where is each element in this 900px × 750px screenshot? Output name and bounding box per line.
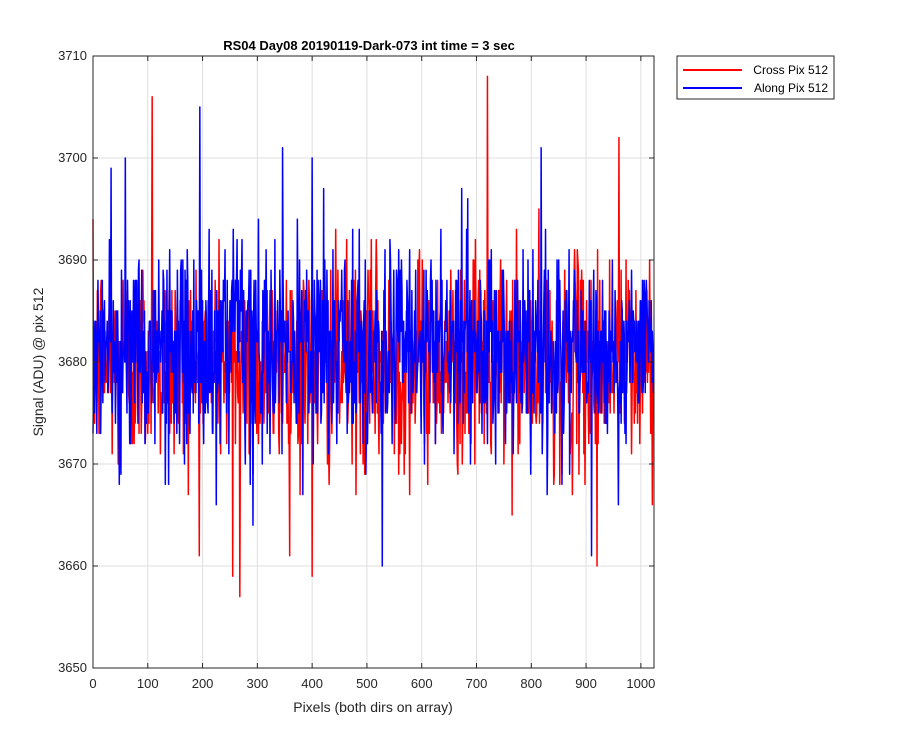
y-tick-label: 3680 [58,354,87,369]
x-tick-label: 500 [356,676,378,691]
x-tick-label: 300 [247,676,269,691]
y-tick-label: 3700 [58,150,87,165]
y-axis-label: Signal (ADU) @ pix 512 [30,287,46,436]
series-layer [92,75,655,598]
y-tick-label: 3710 [58,48,87,63]
y-tick-label: 3650 [58,660,87,675]
y-tick-label: 3690 [58,252,87,267]
legend-label-along: Along Pix 512 [754,81,828,95]
legend-box [676,55,835,100]
x-tick-label: 900 [575,676,597,691]
x-tick-label: 100 [137,676,159,691]
x-tick-label: 200 [192,676,214,691]
x-tick-label: 800 [520,676,542,691]
y-tick-label: 3670 [58,456,87,471]
x-tick-label: 0 [89,676,96,691]
series-line-1 [92,106,655,567]
y-tick-label: 3660 [58,558,87,573]
x-axis-label: Pixels (both dirs on array) [293,699,453,715]
x-tick-label: 700 [466,676,488,691]
legend-label-cross: Cross Pix 512 [753,63,828,77]
x-tick-label: 1000 [626,676,655,691]
legend: Cross Pix 512 Along Pix 512 [676,55,835,100]
x-tick-label: 400 [301,676,323,691]
x-tick-label: 600 [411,676,433,691]
chart-title: RS04 Day08 20190119-Dark-073 int time = … [223,38,515,53]
ticks: 0 100 200 300 400 500 600 700 800 900 1000 3650 3660… [58,48,655,691]
